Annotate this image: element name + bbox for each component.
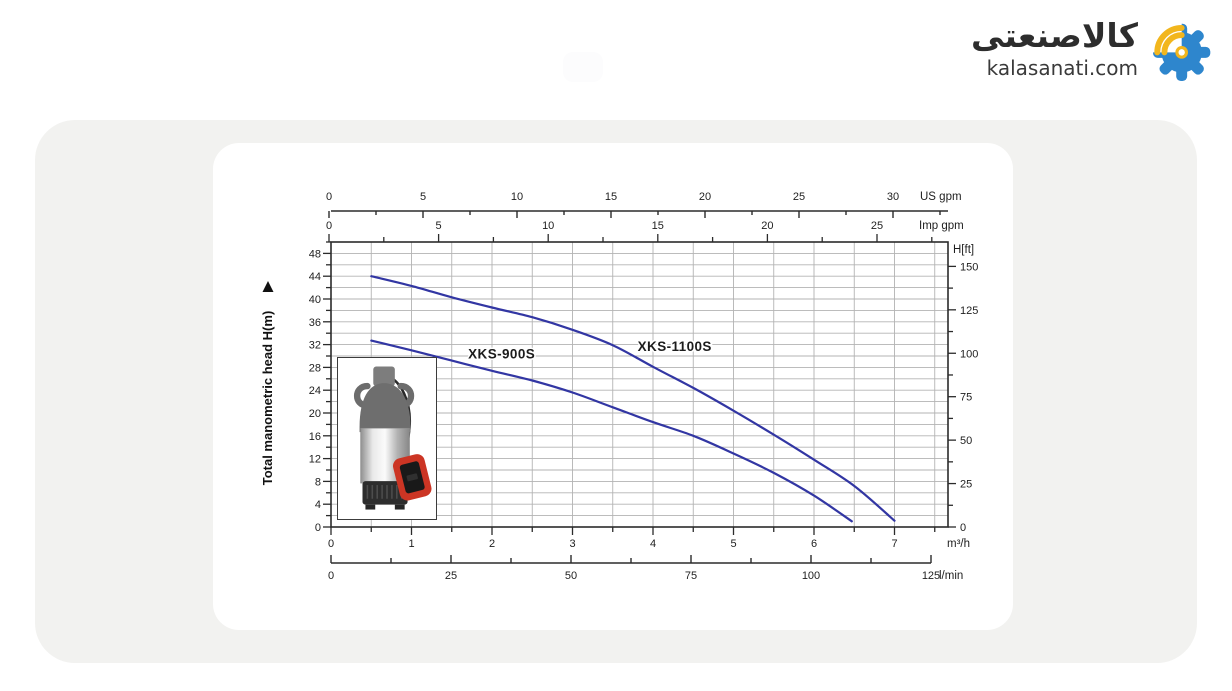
pump-foot [365, 504, 376, 510]
gear-hole [1178, 49, 1185, 56]
svg-text:0: 0 [315, 522, 321, 534]
chart-card: 0 5 10 15 20 25 30 US gpm 0 5 10 15 20 25 Imp gpm 0 4 8 12… [213, 143, 1013, 630]
axis-us-gpm-labels: 0 5 10 15 20 25 30 US gpm [326, 191, 962, 203]
svg-text:32: 32 [309, 340, 321, 352]
svg-text:Imp gpm: Imp gpm [919, 220, 964, 232]
svg-text:2: 2 [489, 538, 495, 550]
wifi-arcs-icon [1154, 25, 1185, 56]
svg-text:4: 4 [650, 538, 656, 550]
svg-text:50: 50 [960, 435, 972, 447]
gear-wifi-logo-icon [1148, 16, 1211, 81]
pump-illustration [353, 366, 432, 510]
logo-text: کالاصنعتی kalasanati.com [971, 16, 1138, 80]
svg-text:36: 36 [309, 317, 321, 329]
svg-text:16: 16 [309, 431, 321, 443]
float-switch [392, 454, 432, 501]
axis-imp-gpm-labels: 0 5 10 15 20 25 Imp gpm [326, 220, 964, 232]
svg-text:0: 0 [326, 220, 332, 232]
svg-text:0: 0 [328, 538, 334, 550]
axis-h-ft-labels: 0 25 50 75 100 125 150 H[ft] [953, 244, 978, 534]
pump-foot [394, 504, 405, 510]
svg-text:28: 28 [309, 362, 321, 374]
pump-cap [373, 366, 395, 387]
svg-text:4: 4 [315, 499, 321, 511]
svg-text:5: 5 [730, 538, 736, 550]
svg-text:125: 125 [960, 305, 978, 317]
svg-text:6: 6 [811, 538, 817, 550]
svg-text:150: 150 [960, 261, 978, 273]
svg-text:l/min: l/min [939, 570, 963, 582]
svg-text:125: 125 [922, 570, 940, 582]
svg-text:7: 7 [891, 538, 897, 550]
svg-text:75: 75 [685, 570, 697, 582]
svg-text:5: 5 [436, 220, 442, 232]
svg-text:15: 15 [605, 191, 617, 203]
brand-name: کالاصنعتی [971, 16, 1138, 56]
svg-text:25: 25 [960, 479, 972, 491]
svg-text:25: 25 [793, 191, 805, 203]
svg-text:10: 10 [542, 220, 554, 232]
svg-text:12: 12 [309, 454, 321, 466]
svg-text:0: 0 [960, 522, 966, 534]
svg-text:24: 24 [309, 385, 321, 397]
svg-text:48: 48 [309, 248, 321, 260]
y-axis-title: Total manometric head H(m) [260, 281, 275, 485]
svg-text:25: 25 [871, 220, 883, 232]
svg-text:20: 20 [761, 220, 773, 232]
curve-XKS-900S [370, 339, 853, 523]
axis-us-gpm [328, 210, 948, 218]
axis-m3h-labels: 0 1 2 3 4 5 6 7 m³/h [328, 538, 970, 550]
svg-text:H[ft]: H[ft] [953, 244, 974, 256]
plot-border [323, 234, 956, 535]
pump-base-slots [366, 485, 403, 499]
curve-label-XKS-1100S: XKS-1100S [638, 339, 712, 354]
svg-text:25: 25 [445, 570, 457, 582]
svg-text:1: 1 [408, 538, 414, 550]
svg-text:10: 10 [511, 191, 523, 203]
site-logo[interactable]: کالاصنعتی kalasanati.com [971, 10, 1212, 88]
pump-motor-top [359, 383, 411, 433]
svg-text:44: 44 [309, 271, 321, 283]
brand-domain: kalasanati.com [986, 55, 1138, 80]
svg-text:0: 0 [326, 191, 332, 203]
svg-text:0: 0 [328, 570, 334, 582]
svg-text:8: 8 [315, 476, 321, 488]
curve-XKS-1100S [370, 275, 896, 522]
svg-text:40: 40 [309, 294, 321, 306]
svg-text:3: 3 [569, 538, 575, 550]
svg-text:US gpm: US gpm [920, 191, 962, 203]
svg-text:100: 100 [802, 570, 820, 582]
pump-photo [337, 357, 437, 520]
axis-lmin [330, 555, 932, 564]
svg-text:m³/h: m³/h [947, 538, 970, 550]
svg-text:50: 50 [565, 570, 577, 582]
svg-text:20: 20 [309, 408, 321, 420]
curve-label-XKS-900S: XKS-900S [468, 346, 535, 361]
svg-text:75: 75 [960, 392, 972, 404]
pump-performance-chart: 0 5 10 15 20 25 30 US gpm 0 5 10 15 20 25 Imp gpm 0 4 8 12… [213, 143, 1013, 630]
svg-text:100: 100 [960, 348, 978, 360]
up-arrow-icon [262, 281, 274, 292]
svg-text:15: 15 [652, 220, 664, 232]
svg-text:5: 5 [420, 191, 426, 203]
content-card: 0 5 10 15 20 25 30 US gpm 0 5 10 15 20 25 Imp gpm 0 4 8 12… [35, 120, 1197, 663]
svg-text:30: 30 [887, 191, 899, 203]
svg-text:20: 20 [699, 191, 711, 203]
watermark-smudge [563, 52, 603, 82]
svg-text:Total manometric head H(m): Total manometric head H(m) [260, 311, 275, 486]
